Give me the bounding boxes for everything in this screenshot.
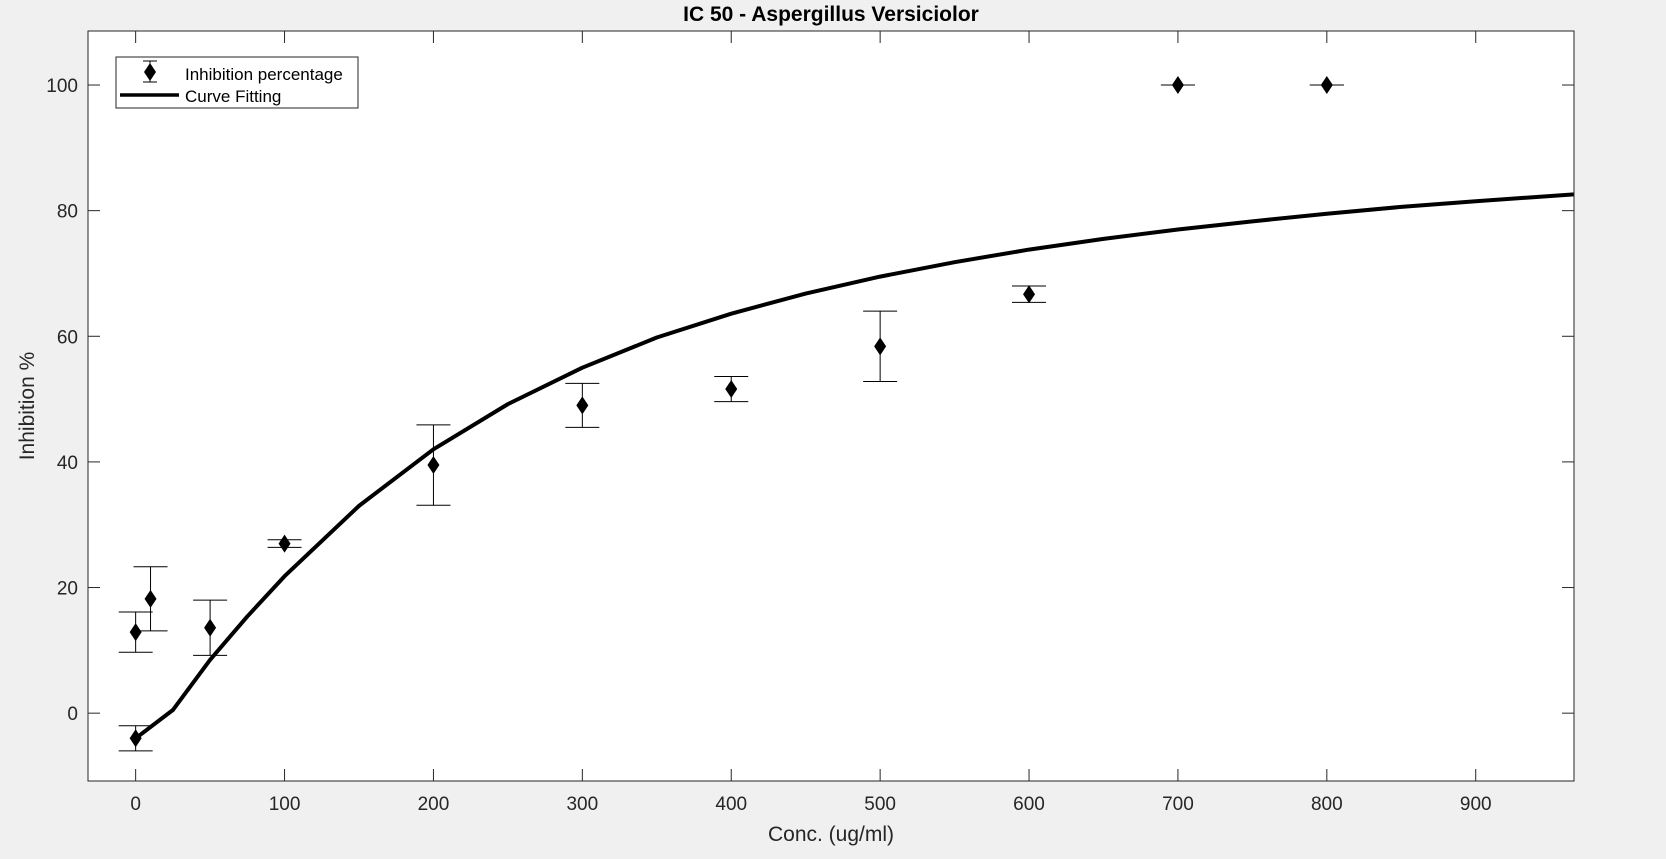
x-tick-label: 800 (1311, 794, 1343, 815)
errorbar-point (565, 382, 600, 428)
x-tick-label: 600 (1013, 794, 1045, 815)
chart-title: IC 50 - Aspergillus Versiciolor (683, 3, 979, 26)
x-tick-label: 100 (269, 794, 301, 815)
y-axis-ticks: 0 20 40 60 80 100 (46, 76, 1574, 725)
errorbar-point (118, 725, 153, 752)
errorbar-point (863, 310, 898, 383)
diamond-marker (129, 623, 142, 642)
diamond-marker (1320, 76, 1333, 95)
errorbar-point (267, 534, 302, 553)
diamond-marker (144, 589, 157, 608)
curve-fitting-line (134, 192, 1574, 740)
errorbar-point (118, 611, 153, 653)
y-axis-label: Inhibition % (16, 352, 39, 461)
x-tick-label: 900 (1460, 794, 1492, 815)
diamond-marker (278, 534, 291, 553)
errorbar-point (193, 599, 228, 656)
diamond-marker (129, 729, 142, 748)
y-tick-label: 80 (57, 202, 78, 223)
errorbar-point (416, 424, 451, 506)
plot-frame (87, 30, 1575, 782)
diamond-marker (204, 618, 217, 637)
diamond-marker (427, 456, 440, 475)
errorbar-point (714, 375, 749, 403)
diamond-marker (1171, 76, 1184, 95)
x-tick-label: 200 (418, 794, 450, 815)
y-tick-label: 60 (57, 327, 78, 348)
y-tick-label: 0 (67, 704, 78, 725)
y-tick-label: 100 (46, 76, 78, 97)
x-tick-label: 700 (1162, 794, 1194, 815)
errorbar-point (1309, 76, 1344, 95)
errorbar-point (1160, 76, 1195, 95)
diamond-marker (725, 380, 738, 399)
y-tick-label: 20 (57, 579, 78, 600)
diamond-marker (1023, 285, 1036, 304)
diamond-marker (576, 396, 589, 415)
curve-layer (134, 192, 1574, 740)
legend: Inhibition percentage Curve Fitting (115, 56, 359, 109)
x-tick-label: 500 (864, 794, 896, 815)
errorbar-point (1012, 285, 1047, 304)
legend-errorbar-symbol (143, 60, 157, 83)
x-tick-label: 400 (715, 794, 747, 815)
x-tick-label: 0 (130, 794, 141, 815)
legend-label-inhibition: Inhibition percentage (185, 65, 343, 84)
x-axis-ticks: 0 100 200 300 400 500 600 700 800 900 (130, 31, 1492, 815)
errorbar-points-layer (118, 76, 1344, 752)
x-axis-label: Conc. (ug/ml) (768, 823, 894, 846)
legend-label-curve: Curve Fitting (185, 87, 281, 106)
y-tick-label: 40 (57, 453, 78, 474)
errorbar-point (133, 566, 168, 632)
diamond-marker (874, 337, 887, 356)
x-tick-label: 300 (566, 794, 598, 815)
plot-area (88, 31, 1574, 781)
